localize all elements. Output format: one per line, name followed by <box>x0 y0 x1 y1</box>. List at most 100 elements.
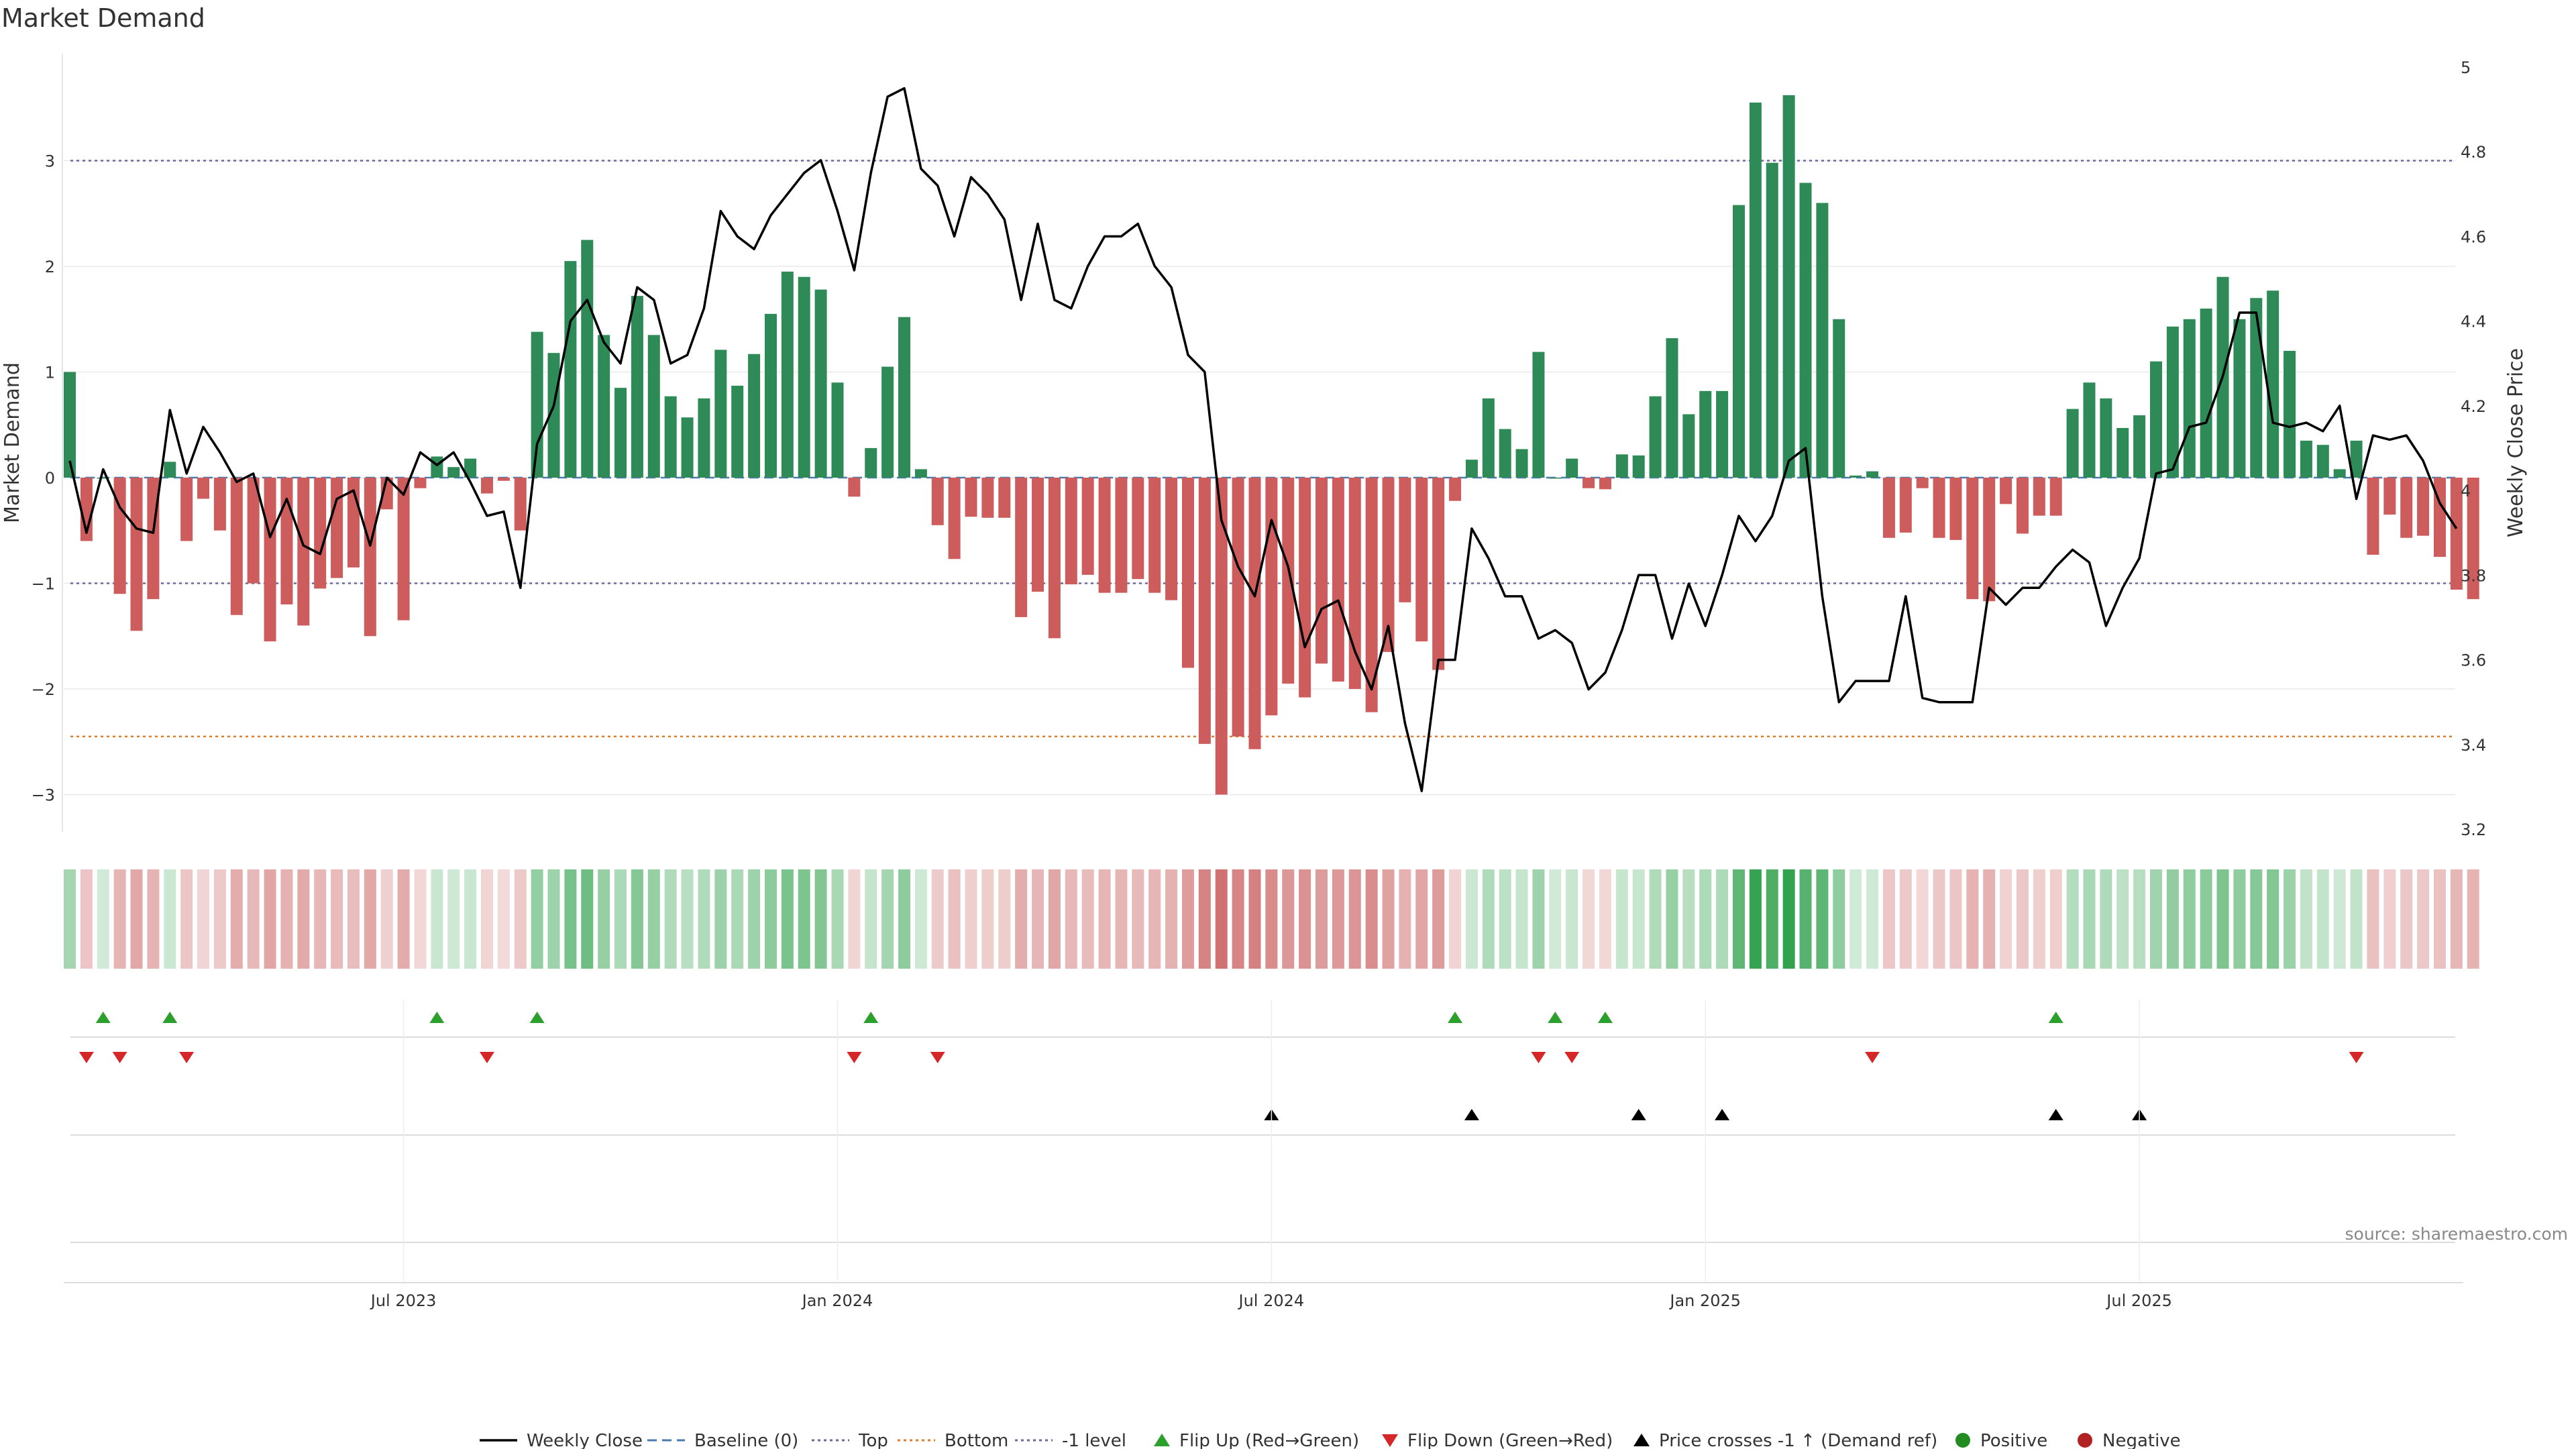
heat-cell <box>2433 869 2446 969</box>
heat-cell <box>731 869 744 969</box>
heat-cell <box>2000 869 2012 969</box>
legend-flip-down-swatch <box>1382 1434 1398 1447</box>
heat-cell <box>1316 869 1328 969</box>
y-tick-label: −3 <box>32 786 55 805</box>
heat-cell <box>2049 869 2062 969</box>
legend-item-positive: Positive <box>1955 1431 2047 1449</box>
legend-label: Weekly Close <box>527 1431 643 1449</box>
heat-cell <box>1365 869 1378 969</box>
heat-cell <box>1933 869 1945 969</box>
legend-label: Price crosses -1 ↑ (Demand ref) <box>1659 1431 1937 1449</box>
demand-bar <box>1065 478 1077 585</box>
heat-cell <box>497 869 510 969</box>
demand-bar <box>547 353 560 478</box>
demand-bar <box>698 398 710 478</box>
heat-cell <box>1615 869 1628 969</box>
demand-bar <box>814 289 827 478</box>
heat-cell <box>1015 869 1028 969</box>
demand-bar <box>581 239 594 478</box>
demand-bar <box>1098 478 1111 593</box>
heat-cell <box>447 869 460 969</box>
demand-bar <box>1716 390 1729 478</box>
y2-tick-label: 4 <box>2461 482 2471 500</box>
demand-bar <box>998 478 1011 518</box>
demand-bar <box>180 478 193 541</box>
flip-down-marker <box>112 1052 127 1063</box>
heat-cell <box>781 869 794 969</box>
demand-bar <box>1348 478 1361 689</box>
heat-cell <box>1265 869 1278 969</box>
heat-cell <box>113 869 126 969</box>
demand-bar <box>2150 361 2162 478</box>
axes: −3 −2 −1 0 1 2 3 3.2 3.4 3.6 3.8 4 4.2 4.4 4.6 4.8 5 Mark… <box>1 58 2528 839</box>
heat-cell <box>2316 869 2329 969</box>
demand-bar <box>647 335 660 478</box>
demand-bar <box>1081 478 1094 575</box>
heat-cell <box>931 869 944 969</box>
demand-bar <box>848 478 861 497</box>
heat-cell <box>865 869 877 969</box>
heat-cell <box>1532 869 1545 969</box>
heat-cell <box>1115 869 1128 969</box>
heat-cell <box>213 869 226 969</box>
heat-cell <box>1515 869 1528 969</box>
heat-cell <box>2116 869 2129 969</box>
demand-bar <box>97 478 109 479</box>
heat-cell <box>1716 869 1729 969</box>
demand-bar <box>881 366 894 478</box>
demand-bar <box>1599 478 1611 490</box>
legend-item-baseline: Baseline (0) <box>647 1431 798 1449</box>
demand-bar <box>1032 478 1044 592</box>
x-tick-label: Jan 2025 <box>1668 1291 1741 1310</box>
demand-bar <box>481 478 493 494</box>
legend-label: Top <box>858 1431 888 1449</box>
heat-cell <box>397 869 410 969</box>
demand-bar <box>2000 478 2012 504</box>
demand-bar <box>1916 478 1929 488</box>
heat-cell <box>2350 869 2363 969</box>
heat-cell <box>831 869 844 969</box>
demand-bar <box>1532 352 1545 478</box>
demand-bar <box>2083 382 2096 478</box>
demand-bar <box>2350 440 2363 478</box>
demand-bar <box>1866 471 1879 478</box>
heat-cell <box>1432 869 1445 969</box>
legend-positive-swatch <box>1955 1433 1970 1448</box>
heat-cell <box>2133 869 2146 969</box>
heat-cell <box>380 869 393 969</box>
heat-cell <box>2467 869 2479 969</box>
date-axis: Jul 2023 Jan 2024 Jul 2024 Jan 2025 Jul 2025 <box>64 1000 2463 1310</box>
demand-bar <box>280 478 293 604</box>
heat-cell <box>147 869 160 969</box>
y-tick-label: 2 <box>45 258 55 276</box>
legend-negative-swatch <box>2078 1433 2092 1448</box>
heat-cell <box>197 869 210 969</box>
heat-cell <box>564 869 577 969</box>
y-tick-label: −1 <box>32 575 55 594</box>
demand-bar <box>1566 458 1578 478</box>
heat-cell <box>681 869 694 969</box>
legend-label: Flip Up (Red→Green) <box>1179 1431 1359 1449</box>
demand-bar <box>914 469 927 478</box>
demand-bar <box>1983 478 1996 602</box>
y2-tick-label: 3.6 <box>2461 651 2486 670</box>
flip-up-marker <box>2048 1012 2063 1023</box>
demand-bar <box>898 317 910 478</box>
demand-bar <box>1733 205 1745 478</box>
demand-bar <box>598 335 610 478</box>
heat-cell <box>264 869 276 969</box>
demand-bar <box>2450 478 2463 590</box>
heat-cell <box>898 869 910 969</box>
flip-up-marker <box>1597 1012 1613 1023</box>
y-tick-label: 0 <box>45 469 55 488</box>
heat-cell <box>280 869 293 969</box>
heat-cell <box>2400 869 2413 969</box>
heat-cell <box>2083 869 2096 969</box>
demand-bar <box>2200 309 2212 478</box>
heat-cell <box>2417 869 2430 969</box>
demand-bar <box>1799 182 1812 478</box>
heat-cell <box>531 869 543 969</box>
demand-bar <box>614 388 627 478</box>
demand-bar <box>1766 162 1778 478</box>
demand-bar <box>2183 319 2196 478</box>
